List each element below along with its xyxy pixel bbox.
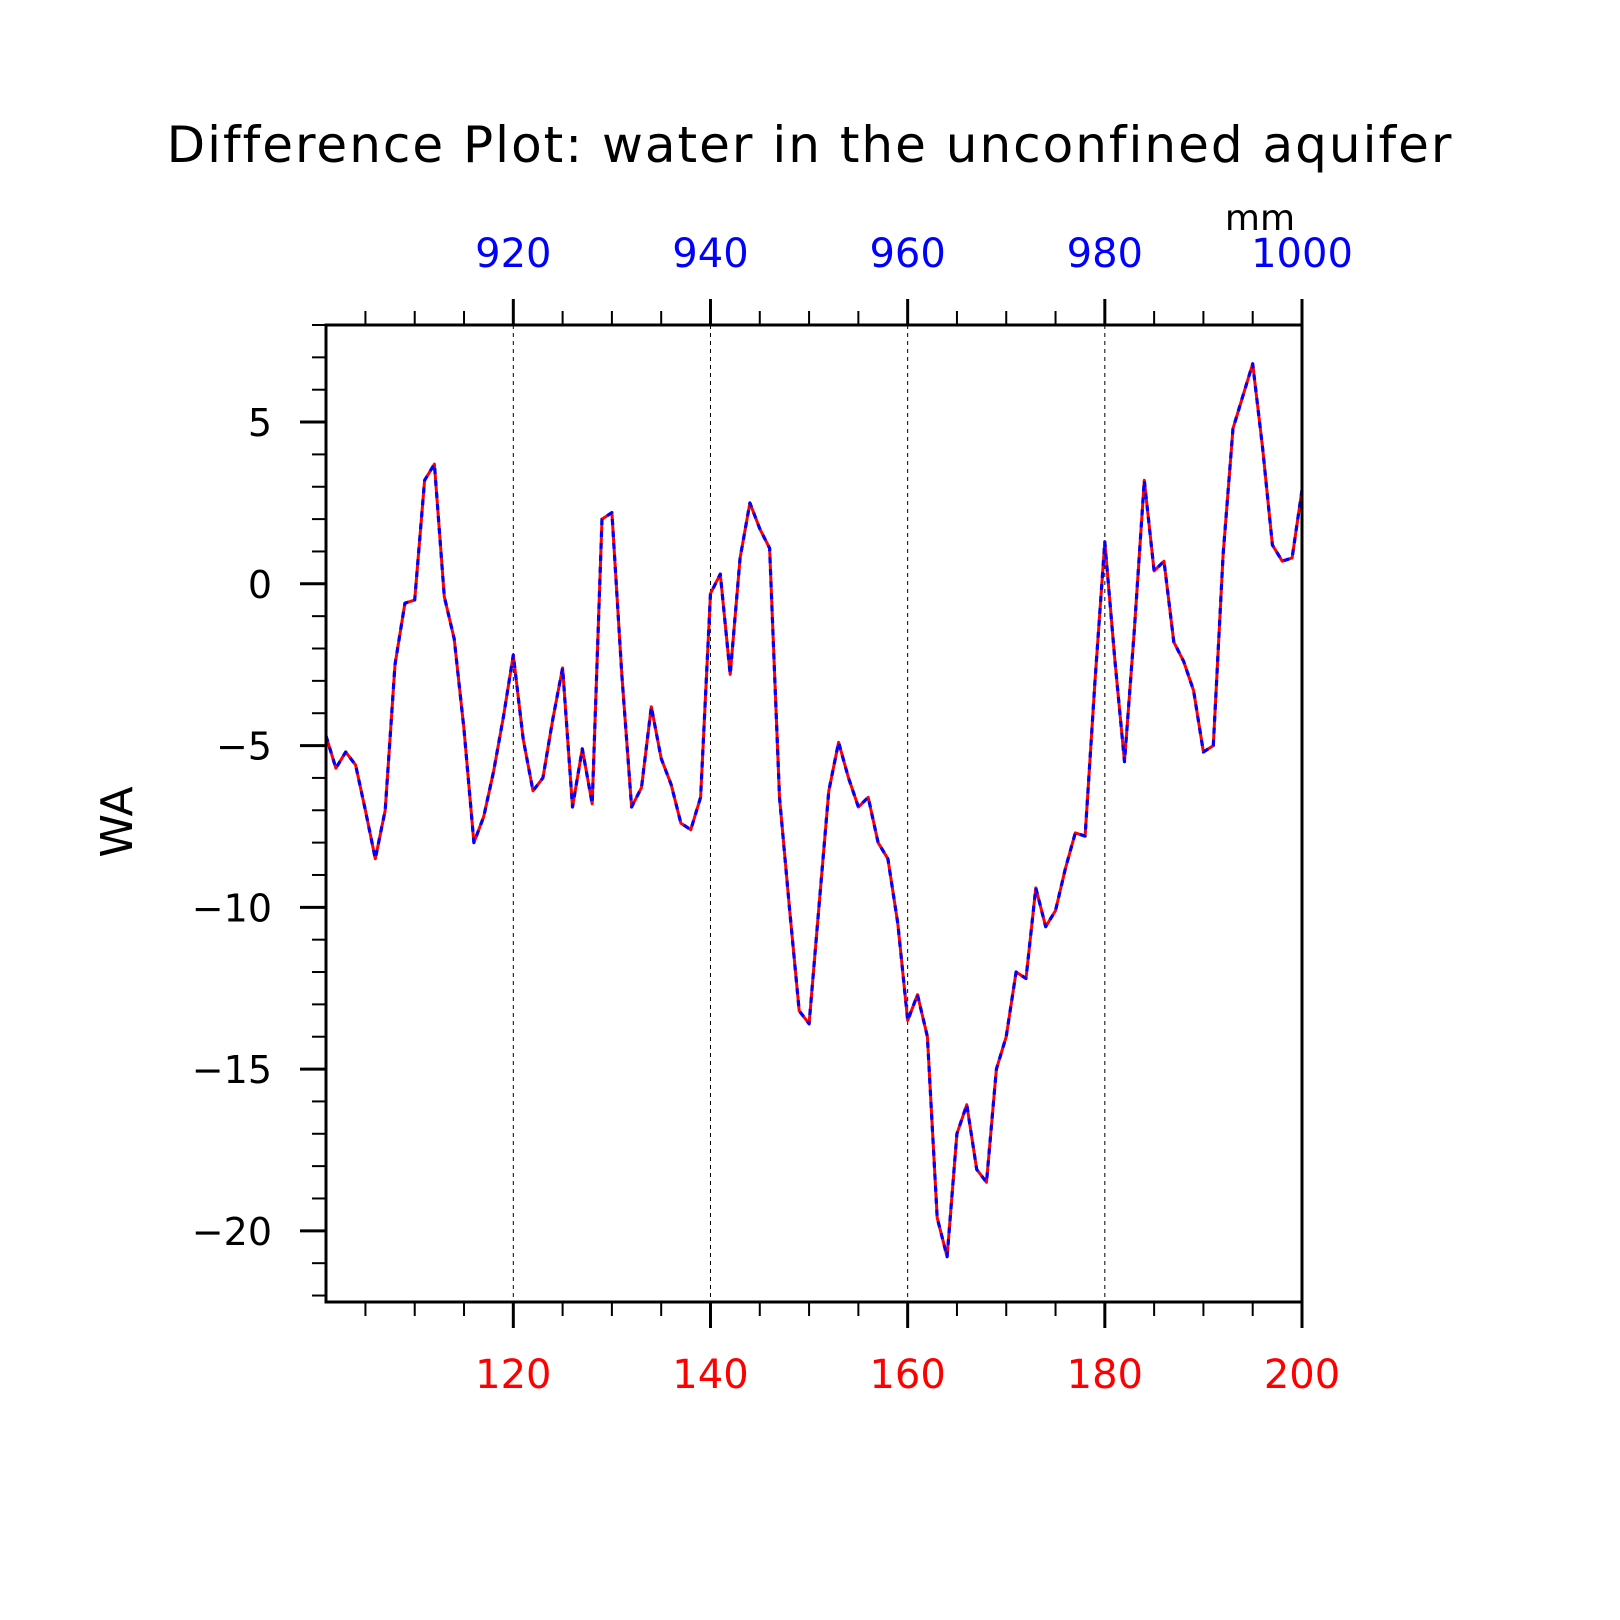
y-tick-label: −20	[192, 1210, 272, 1254]
series-line-1	[324, 362, 1304, 1259]
x-tick-label: 160	[869, 1352, 945, 1398]
series-lines	[324, 362, 1304, 1259]
top-tick-label: 960	[869, 231, 945, 277]
y-tick-label: 5	[248, 401, 272, 445]
x-tick-label: 200	[1264, 1352, 1340, 1398]
top-tick-label: 940	[672, 231, 748, 277]
x-tick-label: 140	[672, 1352, 748, 1398]
chart-title: Difference Plot: water in the unconfined…	[167, 116, 1454, 174]
top-tick-label: 1000	[1251, 231, 1353, 277]
series-line-2	[324, 362, 1304, 1259]
units-label: mm	[1225, 198, 1295, 239]
y-tick-label: −15	[192, 1048, 272, 1092]
axis-ticks	[300, 299, 1304, 1328]
top-tick-label: 980	[1067, 231, 1143, 277]
y-tick-label: 0	[248, 563, 272, 607]
x-tick-label: 120	[475, 1352, 551, 1398]
plot-frame	[324, 323, 1304, 1304]
tick-labels: 120 140 160 180 200 920 940 960 980 1000 5 0 −5 −10 −1…	[192, 231, 1353, 1398]
y-tick-label: −5	[216, 725, 272, 769]
x-tick-label: 180	[1067, 1352, 1143, 1398]
y-axis-label: WA	[92, 786, 143, 857]
y-tick-label: −10	[192, 886, 272, 930]
vertical-grid-lines	[512, 325, 1106, 1302]
top-tick-label: 920	[475, 231, 551, 277]
